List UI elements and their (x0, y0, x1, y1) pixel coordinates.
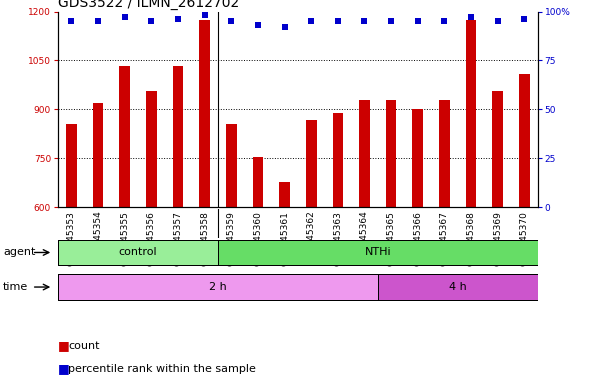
Text: GSM345357: GSM345357 (174, 211, 183, 266)
Text: ■: ■ (58, 362, 70, 375)
Text: agent: agent (3, 247, 35, 258)
Point (360, 18, 370, 25)
Bar (119, 66, 130, 384)
Text: control: control (119, 247, 157, 258)
Text: GSM345364: GSM345364 (360, 211, 369, 265)
Point (253, 22, 263, 28)
Text: GSM345358: GSM345358 (200, 211, 209, 266)
Text: GSM345353: GSM345353 (67, 211, 76, 266)
Bar (66, 124, 77, 384)
Text: GSM345360: GSM345360 (254, 211, 262, 266)
Point (280, 24, 290, 30)
Text: count: count (68, 341, 100, 351)
Point (386, 18, 396, 25)
Point (147, 18, 156, 25)
Text: GSM345366: GSM345366 (413, 211, 422, 266)
Bar (306, 120, 316, 384)
Bar (519, 73, 530, 384)
Point (93, 18, 103, 25)
Bar (146, 91, 156, 384)
Point (200, 12, 210, 18)
Text: GSM345370: GSM345370 (520, 211, 529, 266)
Text: GDS3522 / ILMN_2612702: GDS3522 / ILMN_2612702 (58, 0, 240, 10)
Text: 2 h: 2 h (209, 282, 227, 292)
Bar (439, 100, 450, 384)
Text: GSM345354: GSM345354 (93, 211, 103, 265)
Bar (412, 109, 423, 384)
Text: GSM345363: GSM345363 (334, 211, 342, 266)
Bar (359, 100, 370, 384)
Text: time: time (3, 282, 28, 292)
Bar (466, 20, 477, 384)
Point (439, 18, 449, 25)
Text: 4 h: 4 h (449, 282, 467, 292)
Text: GSM345355: GSM345355 (120, 211, 129, 266)
Point (413, 18, 423, 25)
Text: GSM345368: GSM345368 (467, 211, 475, 266)
Text: GSM345369: GSM345369 (493, 211, 502, 266)
FancyBboxPatch shape (218, 240, 538, 265)
Point (466, 14, 476, 20)
Bar (252, 157, 263, 384)
FancyBboxPatch shape (378, 274, 538, 300)
Bar (173, 66, 183, 384)
Bar (279, 182, 290, 384)
Point (493, 18, 503, 25)
Point (226, 18, 236, 25)
Text: GSM345367: GSM345367 (440, 211, 449, 266)
Point (306, 18, 316, 25)
Text: GSM345365: GSM345365 (387, 211, 396, 266)
Point (333, 18, 343, 25)
Bar (93, 103, 103, 384)
Text: ■: ■ (58, 339, 70, 352)
Text: GSM345362: GSM345362 (307, 211, 316, 265)
Text: GSM345361: GSM345361 (280, 211, 289, 266)
Text: NTHi: NTHi (365, 247, 391, 258)
Text: percentile rank within the sample: percentile rank within the sample (68, 364, 256, 374)
Bar (332, 113, 343, 384)
Point (173, 16, 183, 22)
Text: GSM345359: GSM345359 (227, 211, 236, 266)
Point (67, 18, 76, 25)
Bar (492, 91, 503, 384)
Bar (199, 20, 210, 384)
Text: GSM345356: GSM345356 (147, 211, 156, 266)
Point (120, 14, 130, 20)
FancyBboxPatch shape (58, 240, 218, 265)
Bar (386, 99, 397, 384)
Bar (226, 124, 236, 384)
FancyBboxPatch shape (58, 274, 378, 300)
Point (519, 16, 529, 22)
